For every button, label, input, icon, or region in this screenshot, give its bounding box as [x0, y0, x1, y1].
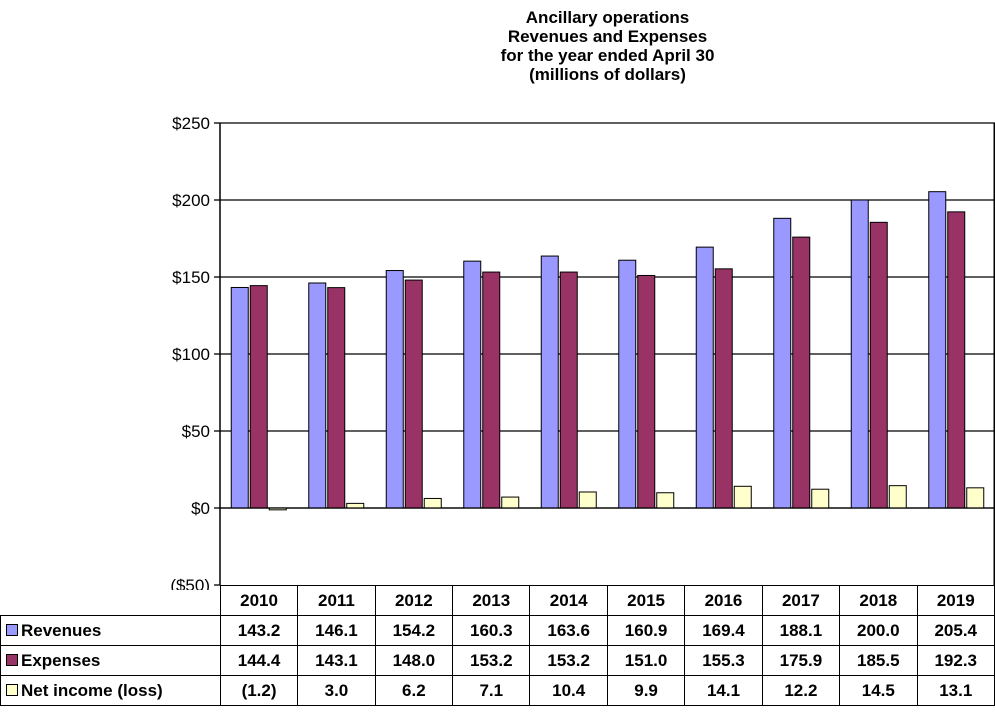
data-label: 200.0: [839, 615, 918, 646]
category-label: 2016: [684, 585, 763, 616]
legend-entry: Expenses: [0, 645, 221, 676]
data-label: 151.0: [606, 645, 686, 676]
table-corner: [0, 585, 221, 616]
data-label: 205.4: [916, 615, 995, 646]
bar-revenues-2012: [385, 270, 404, 509]
data-label: 13.1: [916, 675, 995, 706]
bar-revenues-2015: [618, 259, 637, 509]
bar-chart: ($50)$0$50$100$150$200$250: [170, 114, 995, 590]
category-label: 2014: [529, 585, 608, 616]
data-label: 169.4: [684, 615, 763, 646]
data-label: 3.0: [297, 675, 376, 706]
bar-revenues-2011: [308, 282, 327, 509]
table-row: Revenues 143.2 146.1 154.2 160.3 163.6 160.9 16…: [0, 615, 995, 646]
bar-expenses-2014: [559, 271, 578, 509]
category-label: 2013: [452, 585, 531, 616]
category-label: 2012: [374, 585, 454, 616]
data-label: 146.1: [297, 615, 376, 646]
y-tick-label: $250: [172, 114, 210, 133]
bar-net-income-loss-2015: [656, 492, 675, 509]
category-label: 2018: [839, 585, 918, 616]
chart-title-line: Revenues and Expenses: [507, 27, 708, 46]
bar-expenses-2013: [482, 271, 501, 509]
bar-revenues-2018: [850, 199, 869, 509]
data-label: 144.4: [219, 645, 299, 676]
bar-expenses-2015: [637, 274, 656, 509]
legend-entry: Revenues: [0, 615, 221, 646]
data-label: 160.3: [452, 615, 531, 646]
data-label: 14.1: [684, 675, 763, 706]
data-label: 153.2: [529, 645, 608, 676]
legend-entry: Net income (loss): [0, 675, 221, 706]
bar-expenses-2018: [869, 221, 888, 509]
category-label: 2019: [916, 585, 995, 616]
category-label: 2010: [219, 585, 299, 616]
data-label: 143.1: [297, 645, 376, 676]
bar-net-income-loss-2012: [423, 497, 442, 509]
bar-net-income-loss-2017: [811, 488, 830, 509]
bar-revenues-2014: [540, 255, 559, 509]
data-label: 163.6: [529, 615, 608, 646]
bar-revenues-2017: [773, 217, 792, 509]
bar-net-income-loss-2018: [888, 485, 907, 509]
bar-net-income-loss-2019: [966, 487, 985, 509]
legend-label: Net income (loss): [21, 680, 163, 700]
chart-title-line: Ancillary operations: [525, 8, 690, 27]
y-tick-label: $50: [182, 422, 210, 441]
legend-label: Revenues: [21, 620, 102, 640]
bar-net-income-loss-2016: [733, 485, 752, 509]
data-label: 160.9: [606, 615, 686, 646]
bar-revenues-2016: [695, 246, 714, 509]
chart-title: Ancillary operations Revenues and Expense…: [220, 8, 995, 84]
bar-expenses-2010: [249, 285, 268, 509]
data-label: 192.3: [916, 645, 995, 676]
bar-expenses-2017: [792, 236, 811, 509]
bar-net-income-loss-2014: [578, 491, 597, 509]
data-label: 10.4: [529, 675, 608, 706]
table-row: Expenses 144.4 143.1 148.0 153.2 153.2 151.0 15…: [0, 645, 995, 676]
bar-revenues-2010: [230, 286, 249, 509]
data-label: 6.2: [374, 675, 454, 706]
data-label: 14.5: [839, 675, 918, 706]
chart-title-line: for the year ended April 30: [500, 46, 715, 65]
y-tick-label: $0: [191, 499, 210, 518]
legend-label: Expenses: [21, 650, 101, 670]
category-label: 2011: [297, 585, 376, 616]
data-label: 153.2: [452, 645, 531, 676]
legend-swatch: [6, 653, 18, 666]
bar-revenues-2019: [928, 191, 947, 509]
data-label: 155.3: [684, 645, 763, 676]
data-label: 148.0: [374, 645, 454, 676]
bar-net-income-loss-2011: [346, 502, 365, 509]
data-label: 7.1: [452, 675, 531, 706]
category-label: 2017: [761, 585, 841, 616]
legend-swatch: [6, 623, 18, 636]
bar-expenses-2012: [404, 279, 423, 509]
data-label: 175.9: [761, 645, 841, 676]
bar-expenses-2019: [947, 211, 966, 509]
data-table: 2010 2011 2012 2013 2014 2015 2016 2017 2018 2019…: [0, 585, 995, 706]
y-tick-label: $100: [172, 345, 210, 364]
y-tick-label: $150: [172, 268, 210, 287]
data-label: (1.2): [219, 675, 299, 706]
data-label: 185.5: [839, 645, 918, 676]
data-label: 188.1: [761, 615, 841, 646]
category-label: 2015: [606, 585, 686, 616]
table-row: Net income (loss) (1.2) 3.0 6.2 7.1 10.4 9.9 14…: [0, 675, 995, 706]
y-tick-label: $200: [172, 191, 210, 210]
bar-expenses-2011: [327, 287, 346, 509]
data-label: 154.2: [374, 615, 454, 646]
data-label: 9.9: [606, 675, 686, 706]
data-label: 12.2: [761, 675, 841, 706]
bar-expenses-2016: [714, 268, 733, 509]
bar-net-income-loss-2013: [501, 496, 520, 509]
data-label: 143.2: [219, 615, 299, 646]
table-header-row: 2010 2011 2012 2013 2014 2015 2016 2017 2018 2019: [0, 585, 995, 616]
bar-revenues-2013: [463, 260, 482, 509]
legend-swatch: [6, 683, 18, 696]
chart-title-line: (millions of dollars): [529, 65, 686, 84]
